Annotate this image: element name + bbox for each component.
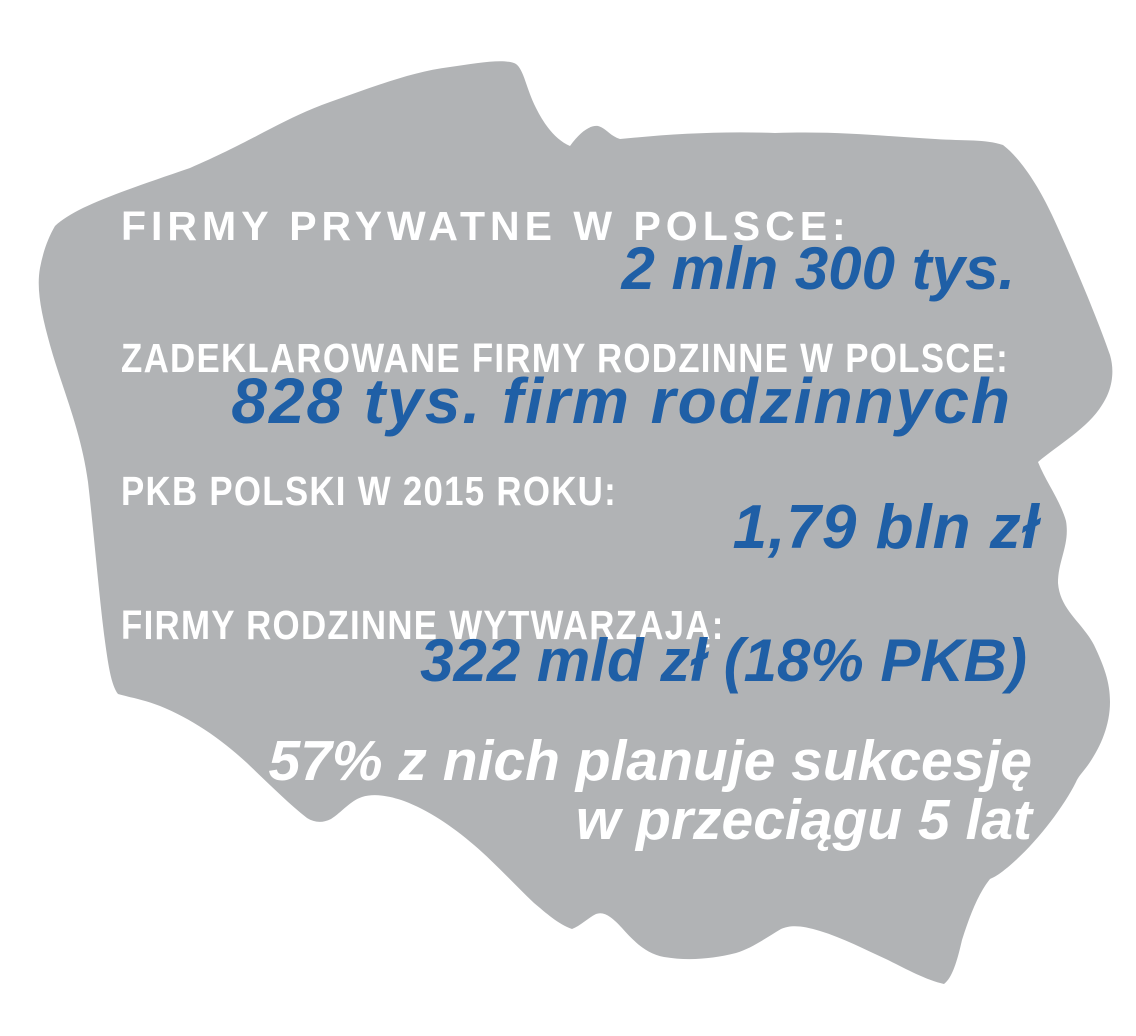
stat-value-family-companies: 828 tys. firm rodzinnych [231, 365, 1012, 437]
stat-label-family-output: FIRMY RODZINNE WYTWARZAJĄ: [121, 605, 831, 646]
stat-label-private-companies: FIRMY PRYWATNE W POLSCE: [121, 203, 851, 249]
succession-note-line1: 57% z nich planuje sukcesję [268, 729, 1033, 793]
stat-label-gdp-2015-text: PKB POLSKI W 2015 ROKU: [121, 468, 618, 514]
stat-value-gdp-2015: 1,79 bln zł [732, 493, 1040, 562]
stat-value-private-companies: 2 mln 300 tys. [621, 235, 1015, 302]
succession-note: 57% z nich planuje sukcesję w przeciągu … [269, 732, 1033, 849]
stat-label-family-companies: ZADEKLAROWANE FIRMY RODZINNE W POLSCE: [121, 338, 1136, 379]
stat-value-family-output: 322 mld zł (18% PKB) [420, 627, 1027, 694]
poland-map-shape [38, 61, 1113, 984]
succession-note-line2: w przeciągu 5 lat [575, 787, 1032, 852]
stat-label-family-companies-text: ZADEKLAROWANE FIRMY RODZINNE W POLSCE: [121, 335, 1010, 381]
stat-label-gdp-2015: PKB POLSKI W 2015 ROKU: [121, 471, 705, 512]
stat-label-family-output-text: FIRMY RODZINNE WYTWARZAJĄ: [121, 602, 725, 648]
